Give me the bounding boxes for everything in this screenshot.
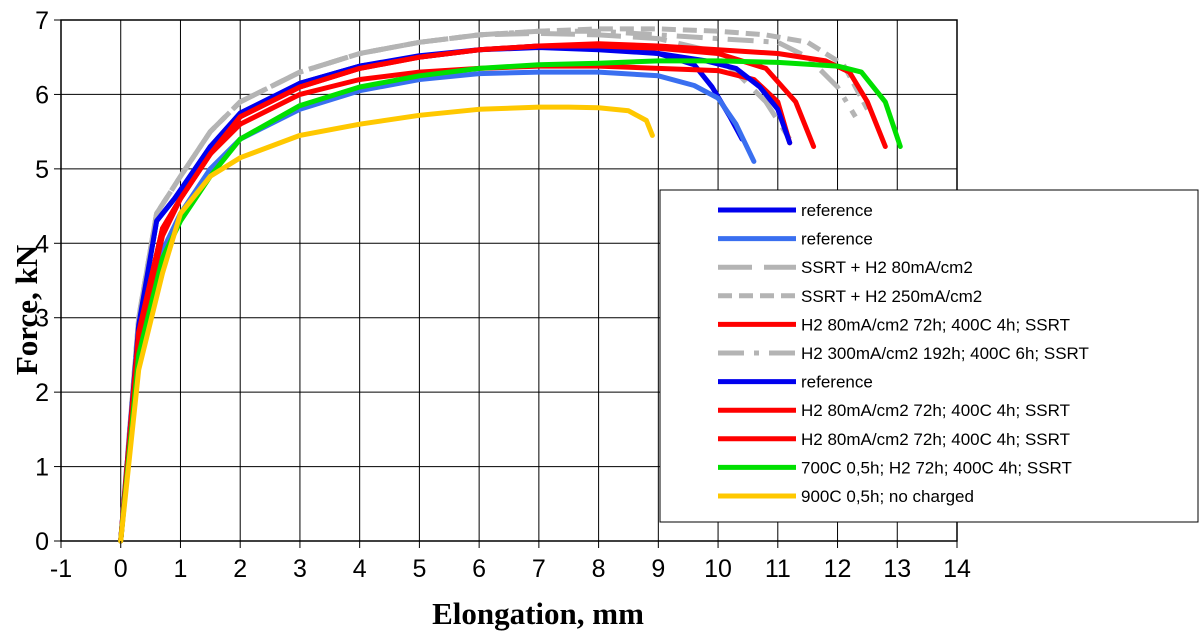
legend-label-5: H2 80mA/cm2 72h; 400C 4h; SSRT — [801, 315, 1070, 334]
series-line-9 — [118, 41, 888, 544]
x-tick-label: 7 — [532, 555, 546, 583]
x-tick-label: 12 — [824, 555, 852, 583]
legend: reference reference SSRT + H2 80mA/cm2 SSRT… — [659, 189, 1199, 523]
legend-label-6: H2 300mA/cm2 192h; 400C 6h; SSRT — [801, 344, 1089, 363]
x-tick-label: 14 — [943, 555, 971, 583]
x-tick-label: 1 — [174, 555, 188, 583]
series-line-6 — [118, 28, 858, 542]
x-tick-label: 5 — [412, 555, 426, 583]
legend-label-11: 900C 0,5h; no charged — [801, 487, 974, 506]
y-tick-label: 1 — [35, 454, 49, 482]
x-tick-label: 13 — [883, 555, 911, 583]
x-tick-label: 2 — [233, 555, 247, 583]
series-group — [118, 26, 903, 544]
y-tick-label: 0 — [35, 528, 49, 556]
y-tick-label: 3 — [35, 305, 49, 333]
x-tick-label: 11 — [765, 555, 791, 583]
x-tick-label: -1 — [50, 555, 72, 583]
x-tick-label: 9 — [651, 555, 665, 583]
y-tick-label: 7 — [35, 7, 49, 35]
y-tick-label: 4 — [35, 230, 49, 258]
legend-label-9: H2 80mA/cm2 72h; 400C 4h; SSRT — [801, 430, 1070, 449]
legend-label-4: SSRT + H2 250mA/cm2 — [801, 287, 982, 306]
y-axis-title: Force, kN — [9, 245, 44, 375]
y-tick-labels: 0 1 2 3 4 5 6 7 — [35, 7, 61, 556]
legend-label-10: 700C 0,5h; H2 72h; 400C 4h; SSRT — [801, 458, 1072, 477]
y-tick-label: 2 — [35, 379, 49, 407]
x-tick-label: 10 — [704, 555, 732, 583]
x-tick-label: 3 — [293, 555, 307, 583]
legend-label-2: reference — [801, 230, 873, 249]
x-tick-label: 8 — [592, 555, 606, 583]
legend-label-3: SSRT + H2 80mA/cm2 — [801, 258, 973, 277]
legend-label-8: H2 80mA/cm2 72h; 400C 4h; SSRT — [801, 401, 1070, 420]
legend-label-7: reference — [801, 373, 873, 392]
x-tick-label: 6 — [472, 555, 486, 583]
x-axis-title: Elongation, mm — [432, 596, 644, 631]
y-tick-label: 5 — [35, 156, 49, 184]
series-line-11 — [118, 104, 655, 544]
x-tick-label: 0 — [114, 555, 128, 583]
y-tick-label: 6 — [35, 81, 49, 109]
x-tick-label: 4 — [353, 555, 367, 583]
x-tick-labels: -1 0 1 2 3 4 5 6 7 8 9 10 11 12 13 14 — [50, 541, 971, 583]
legend-label-1: reference — [801, 201, 873, 220]
